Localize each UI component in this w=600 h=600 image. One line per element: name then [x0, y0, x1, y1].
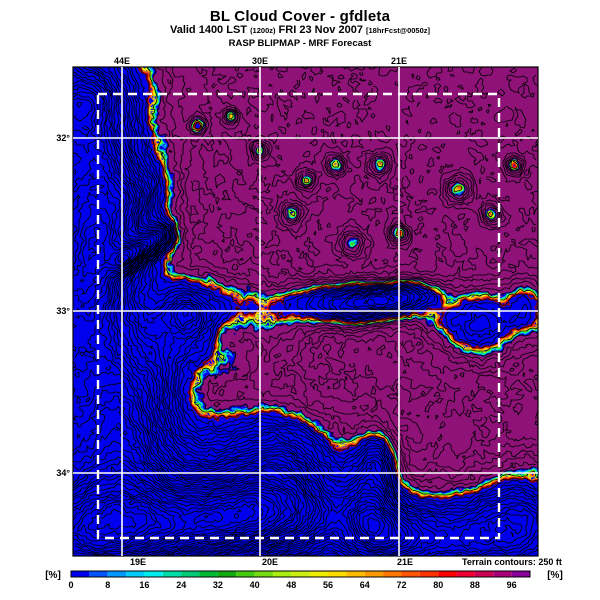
- svg-text:[%]: [%]: [45, 570, 61, 581]
- svg-text:72: 72: [396, 580, 406, 590]
- svg-text:40: 40: [250, 580, 260, 590]
- svg-text:88: 88: [470, 580, 480, 590]
- svg-text:30E: 30E: [252, 56, 268, 66]
- svg-text:21E: 21E: [391, 56, 407, 66]
- svg-text:56: 56: [323, 580, 333, 590]
- svg-text:19E: 19E: [130, 557, 146, 567]
- svg-text:33°: 33°: [56, 306, 70, 316]
- svg-text:16: 16: [139, 580, 149, 590]
- svg-text:20E: 20E: [262, 557, 278, 567]
- svg-text:64: 64: [360, 580, 370, 590]
- svg-text:0: 0: [68, 580, 73, 590]
- svg-text:21E: 21E: [397, 557, 413, 567]
- svg-text:80: 80: [433, 580, 443, 590]
- svg-text:32°: 32°: [56, 133, 70, 143]
- svg-text:8: 8: [105, 580, 110, 590]
- svg-text:48: 48: [286, 580, 296, 590]
- svg-text:[%]: [%]: [547, 570, 563, 581]
- svg-text:Terrain contours: 250 ft: Terrain contours: 250 ft: [462, 557, 562, 567]
- svg-text:32: 32: [213, 580, 223, 590]
- svg-text:96: 96: [507, 580, 517, 590]
- svg-text:44E: 44E: [114, 56, 130, 66]
- svg-text:24: 24: [176, 580, 186, 590]
- svg-text:34°: 34°: [56, 468, 70, 478]
